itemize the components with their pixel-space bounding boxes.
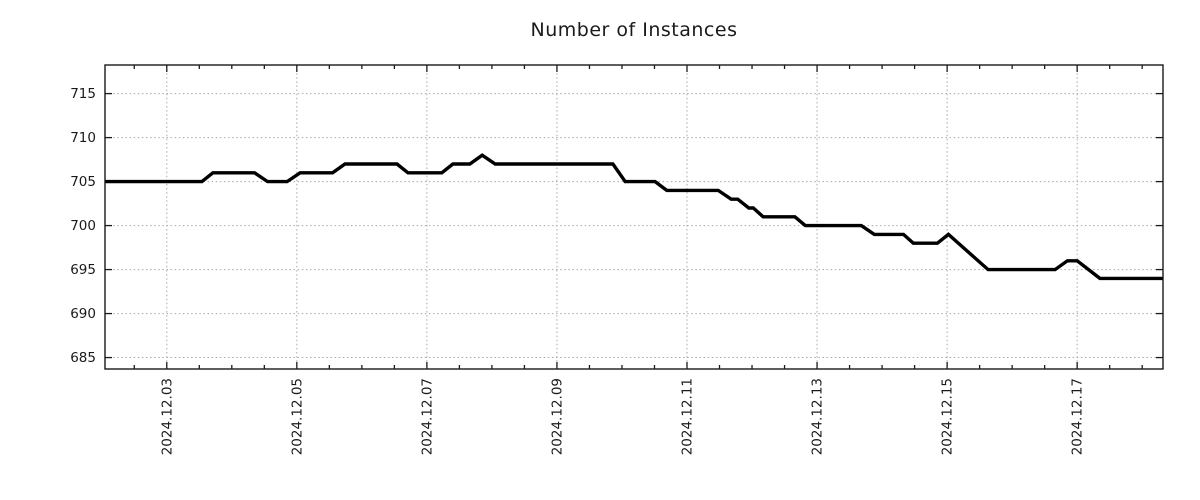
- y-tick-label: 715: [70, 86, 96, 102]
- y-tick-label: 690: [70, 306, 96, 322]
- x-tick-label: 2024.12.13: [810, 378, 826, 455]
- grid-lines: [105, 65, 1163, 369]
- x-tick-label: 2024.12.09: [549, 378, 565, 455]
- y-tick-label: 700: [70, 218, 96, 234]
- x-tick-label: 2024.12.03: [159, 378, 175, 455]
- x-tick-label: 2024.12.15: [940, 378, 956, 455]
- axis-labels: 685 690 695 700 705 710 715 2024.12.03 2024.12.0…: [70, 86, 1085, 455]
- series-line-instances: [105, 153, 1163, 281]
- x-tick-label: 2024.12.17: [1070, 378, 1086, 455]
- series-group: [105, 153, 1163, 281]
- x-tick-label: 2024.12.07: [419, 378, 435, 455]
- y-tick-label: 710: [70, 130, 96, 146]
- plot-border: [104, 64, 1164, 370]
- axis-ticks: [105, 65, 1163, 369]
- x-tick-label: 2024.12.11: [679, 378, 695, 455]
- y-tick-label: 685: [70, 350, 96, 366]
- x-tick-label: 2024.12.05: [289, 378, 305, 455]
- y-tick-label: 695: [70, 262, 96, 278]
- chart-title: Number of Instances: [530, 19, 738, 41]
- y-tick-label: 705: [70, 174, 96, 190]
